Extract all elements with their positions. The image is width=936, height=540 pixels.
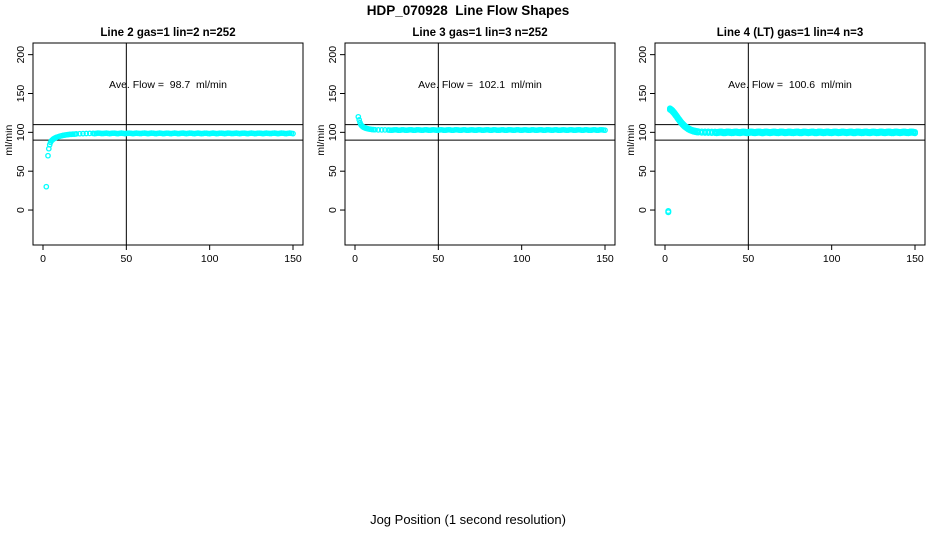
x-tick-label: 50 [120, 253, 132, 265]
x-tick-label: 100 [513, 253, 531, 265]
data-point [375, 127, 382, 133]
data-point [698, 128, 705, 135]
data-point [378, 127, 385, 133]
data-point [83, 130, 90, 137]
data-point [911, 128, 919, 136]
ave-flow-annotation: Ave. Flow = 100.6 ml/min [728, 79, 852, 91]
y-tick-label: 200 [15, 46, 27, 64]
x-tick-label: 100 [823, 253, 841, 265]
data-point [602, 127, 608, 134]
data-point [80, 130, 86, 137]
data-point [76, 130, 83, 137]
x-tick-label: 150 [284, 253, 302, 265]
data-points [43, 130, 296, 190]
y-tick-label: 0 [637, 207, 649, 213]
y-tick-label: 100 [327, 123, 339, 141]
y-tick-label: 150 [327, 85, 339, 103]
data-point [356, 117, 363, 123]
panel-title: Line 3 gas=1 lin=3 n=252 [412, 27, 547, 39]
y-tick-label: 50 [15, 165, 27, 177]
data-point [705, 128, 712, 135]
panel-title: Line 4 (LT) gas=1 lin=4 n=3 [717, 27, 863, 39]
y-tick-label: 100 [15, 123, 27, 141]
plot-panel-svg: 0 50 100 150 0 50 100 150 200 ml/min Line 4 (LT) g… [625, 27, 926, 265]
x-tick-label: 150 [906, 253, 924, 265]
data-point [355, 113, 362, 120]
data-points [665, 105, 919, 216]
x-tick-label: 0 [352, 253, 358, 265]
plot-box [654, 42, 926, 246]
data-point [73, 131, 80, 137]
x-tick-label: 0 [40, 253, 46, 265]
data-points [355, 113, 608, 134]
y-tick-label: 150 [637, 85, 649, 103]
data-point [372, 126, 378, 133]
y-tick-label: 50 [327, 165, 339, 177]
data-point [45, 152, 51, 159]
y-tick-label: 0 [327, 207, 339, 213]
data-point [665, 207, 672, 215]
panel-line-3: 0 50 100 150 0 50 100 150 200 ml/min Line 3 gas=1 … [315, 25, 617, 270]
plot-panel-svg: 0 50 100 150 0 50 100 150 200 ml/min Line 2 gas=1 … [3, 27, 304, 265]
panel-line-4: 0 50 100 150 0 50 100 150 200 ml/min Line 4 (LT) g… [625, 25, 927, 270]
x-axis-title: Jog Position (1 second resolution) [370, 512, 566, 527]
y-axis-label: ml/min [317, 125, 327, 156]
plot-box [32, 42, 304, 246]
y-axis-label: ml/min [627, 125, 637, 156]
plot-panel-svg: 0 50 100 150 0 50 100 150 200 ml/min Line 3 gas=1 … [315, 27, 616, 265]
y-tick-label: 150 [15, 85, 27, 103]
ave-flow-annotation: Ave. Flow = 102.1 ml/min [418, 79, 542, 91]
y-tick-label: 200 [637, 46, 649, 64]
figure-title: HDP_070928 Line Flow Shapes [366, 3, 570, 18]
x-tick-label: 0 [662, 253, 668, 265]
data-point [290, 130, 296, 137]
x-tick-label: 50 [742, 253, 754, 265]
ave-flow-annotation: Ave. Flow = 98.7 ml/min [109, 79, 227, 91]
panel-title: Line 2 gas=1 lin=2 n=252 [100, 27, 235, 39]
panel-line-2: 0 50 100 150 0 50 100 150 200 ml/min Line 2 gas=1 … [3, 25, 305, 270]
x-tick-label: 150 [596, 253, 614, 265]
y-tick-label: 100 [637, 123, 649, 141]
x-tick-label: 100 [201, 253, 219, 265]
y-tick-label: 0 [15, 207, 27, 213]
data-point [695, 128, 702, 135]
data-point [701, 128, 709, 135]
x-tick-label: 50 [432, 253, 444, 265]
data-point [43, 183, 50, 190]
y-tick-label: 50 [637, 165, 649, 177]
plot-box [344, 42, 616, 246]
y-axis-label: ml/min [5, 125, 15, 156]
y-tick-label: 200 [327, 46, 339, 64]
